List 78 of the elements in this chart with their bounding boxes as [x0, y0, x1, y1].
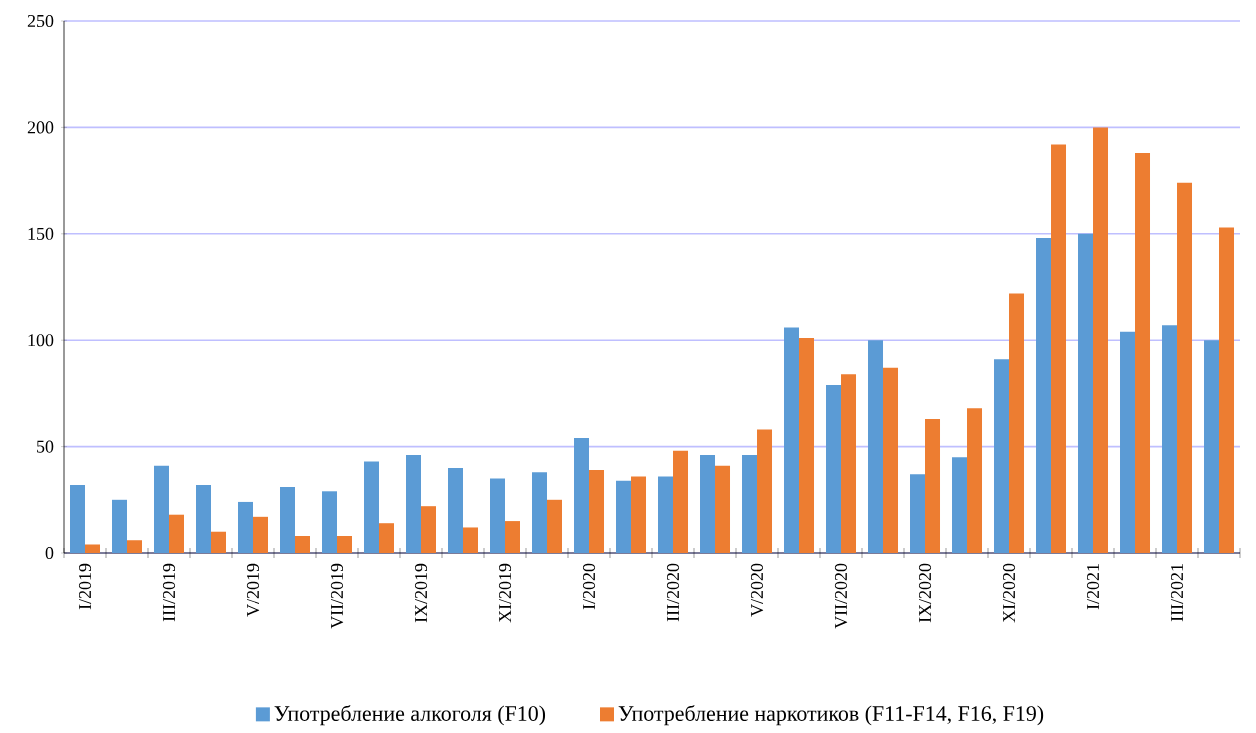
bar [253, 516, 268, 553]
y-tick-label: 100 [28, 334, 54, 347]
bar [1135, 152, 1151, 553]
bar [952, 457, 968, 553]
bar [1036, 238, 1052, 553]
bar [715, 465, 731, 553]
bar [1219, 227, 1235, 553]
bar [673, 450, 689, 553]
bar [238, 501, 253, 553]
x-tick-label: IX/2019 [414, 563, 428, 623]
bar [700, 455, 716, 553]
bar [1009, 293, 1025, 553]
bar [757, 429, 773, 553]
bar [868, 340, 884, 553]
x-tick-label: III/2021 [1170, 564, 1184, 622]
bar [826, 384, 842, 553]
bar [463, 527, 478, 553]
bar [211, 531, 226, 553]
bar [574, 438, 590, 553]
bar [547, 499, 563, 553]
bar [532, 472, 547, 553]
bar [364, 461, 379, 553]
bar [280, 487, 295, 553]
x-tick-label: I/2019 [78, 563, 92, 610]
bar [994, 359, 1010, 553]
x-tick-label: I/2020 [582, 563, 596, 610]
bar [658, 476, 674, 553]
y-tick-label: 250 [27, 14, 54, 28]
y-tick-label: 50 [37, 440, 54, 453]
x-tick-label: III/2019 [162, 563, 176, 622]
bar [742, 455, 758, 553]
bar [1093, 127, 1109, 553]
x-tick-label: I/2021 [1086, 564, 1100, 610]
bar [448, 467, 463, 553]
x-tick-label: V/2019 [246, 563, 260, 617]
bar [154, 465, 169, 553]
x-tick-label: III/2020 [666, 563, 680, 622]
x-tick-label: V/2020 [750, 563, 764, 617]
bar [1051, 144, 1067, 553]
bar [70, 484, 85, 553]
bar [1120, 331, 1136, 553]
x-tick-label: XI/2019 [498, 563, 512, 623]
bar [406, 455, 421, 553]
bar [505, 521, 520, 553]
bar [295, 535, 310, 553]
y-tick-label: 200 [27, 121, 54, 134]
bar [616, 480, 632, 553]
bar [841, 374, 857, 553]
bar [490, 478, 505, 553]
bar [799, 338, 815, 553]
bar [589, 470, 605, 553]
bar [85, 544, 100, 553]
bar [169, 514, 184, 553]
bar [112, 499, 127, 553]
bar [421, 506, 436, 553]
x-tick-label: XI/2020 [1002, 563, 1016, 623]
bar [337, 535, 352, 553]
bar [910, 474, 926, 553]
bar [1177, 182, 1193, 553]
legend-label: Употребление алкоголя (F10) [274, 705, 546, 726]
x-tick-label: VII/2019 [330, 563, 344, 629]
x-tick-label: IX/2020 [918, 563, 932, 623]
bar [631, 476, 647, 553]
y-tick-label: 0 [45, 546, 54, 560]
x-tick-label: VII/2020 [834, 563, 848, 629]
bar [784, 327, 800, 553]
bar [379, 523, 394, 553]
bar [883, 367, 899, 553]
bar [1078, 233, 1094, 553]
bar [127, 540, 142, 553]
bar [1204, 340, 1220, 553]
bar [967, 408, 983, 553]
bar [322, 491, 337, 553]
legend-label: Употребление наркотиков (F11-F14, F16, F19) [618, 705, 1044, 726]
bar [1162, 325, 1178, 553]
y-tick-label: 150 [28, 227, 54, 240]
bar [925, 418, 941, 553]
bar [196, 484, 211, 553]
